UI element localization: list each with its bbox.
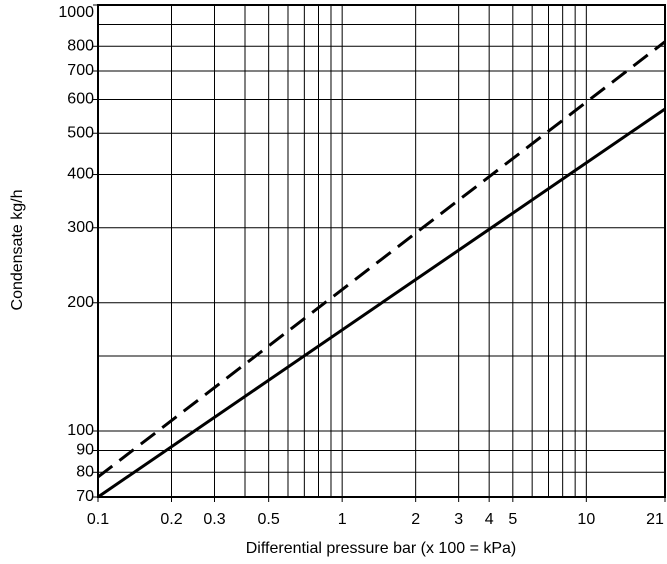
x-tick-label: 3: [454, 511, 463, 528]
y-tick-label: 800: [67, 38, 94, 55]
plot-frame: [97, 4, 666, 498]
data-line: [97, 107, 666, 499]
x-tick-label: 0.2: [160, 511, 182, 528]
y-tick-label: 400: [67, 166, 94, 183]
x-tick-label: 1: [338, 511, 347, 528]
y-tick-label: 600: [67, 91, 94, 108]
x-tick-label: 0.1: [87, 511, 109, 528]
x-tick-label: 0.5: [258, 511, 280, 528]
x-tick-label: 2: [411, 511, 420, 528]
x-tick-label: 0.3: [203, 511, 225, 528]
y-tick-label: 200: [67, 294, 94, 311]
y-tick-label: 80: [76, 464, 94, 481]
x-tick-label: 5: [508, 511, 517, 528]
data-line: [97, 40, 666, 479]
y-tick-label: 100: [67, 422, 94, 439]
y-axis-label: Condensate kg/h: [9, 190, 26, 311]
y-tick-label: 500: [67, 124, 94, 141]
x-tick-label: 4: [485, 511, 494, 528]
y-tick-label: 700: [67, 62, 94, 79]
x-tick-label: 10: [577, 511, 595, 528]
y-tick-label: 70: [76, 488, 94, 505]
y-tick-label: 1000: [58, 4, 94, 21]
y-tick-label: 90: [76, 442, 94, 459]
y-tick-label: 300: [67, 219, 94, 236]
x-axis-label: Differential pressure bar (x 100 = kPa): [246, 540, 517, 557]
x-tick-label: 21: [646, 511, 664, 528]
